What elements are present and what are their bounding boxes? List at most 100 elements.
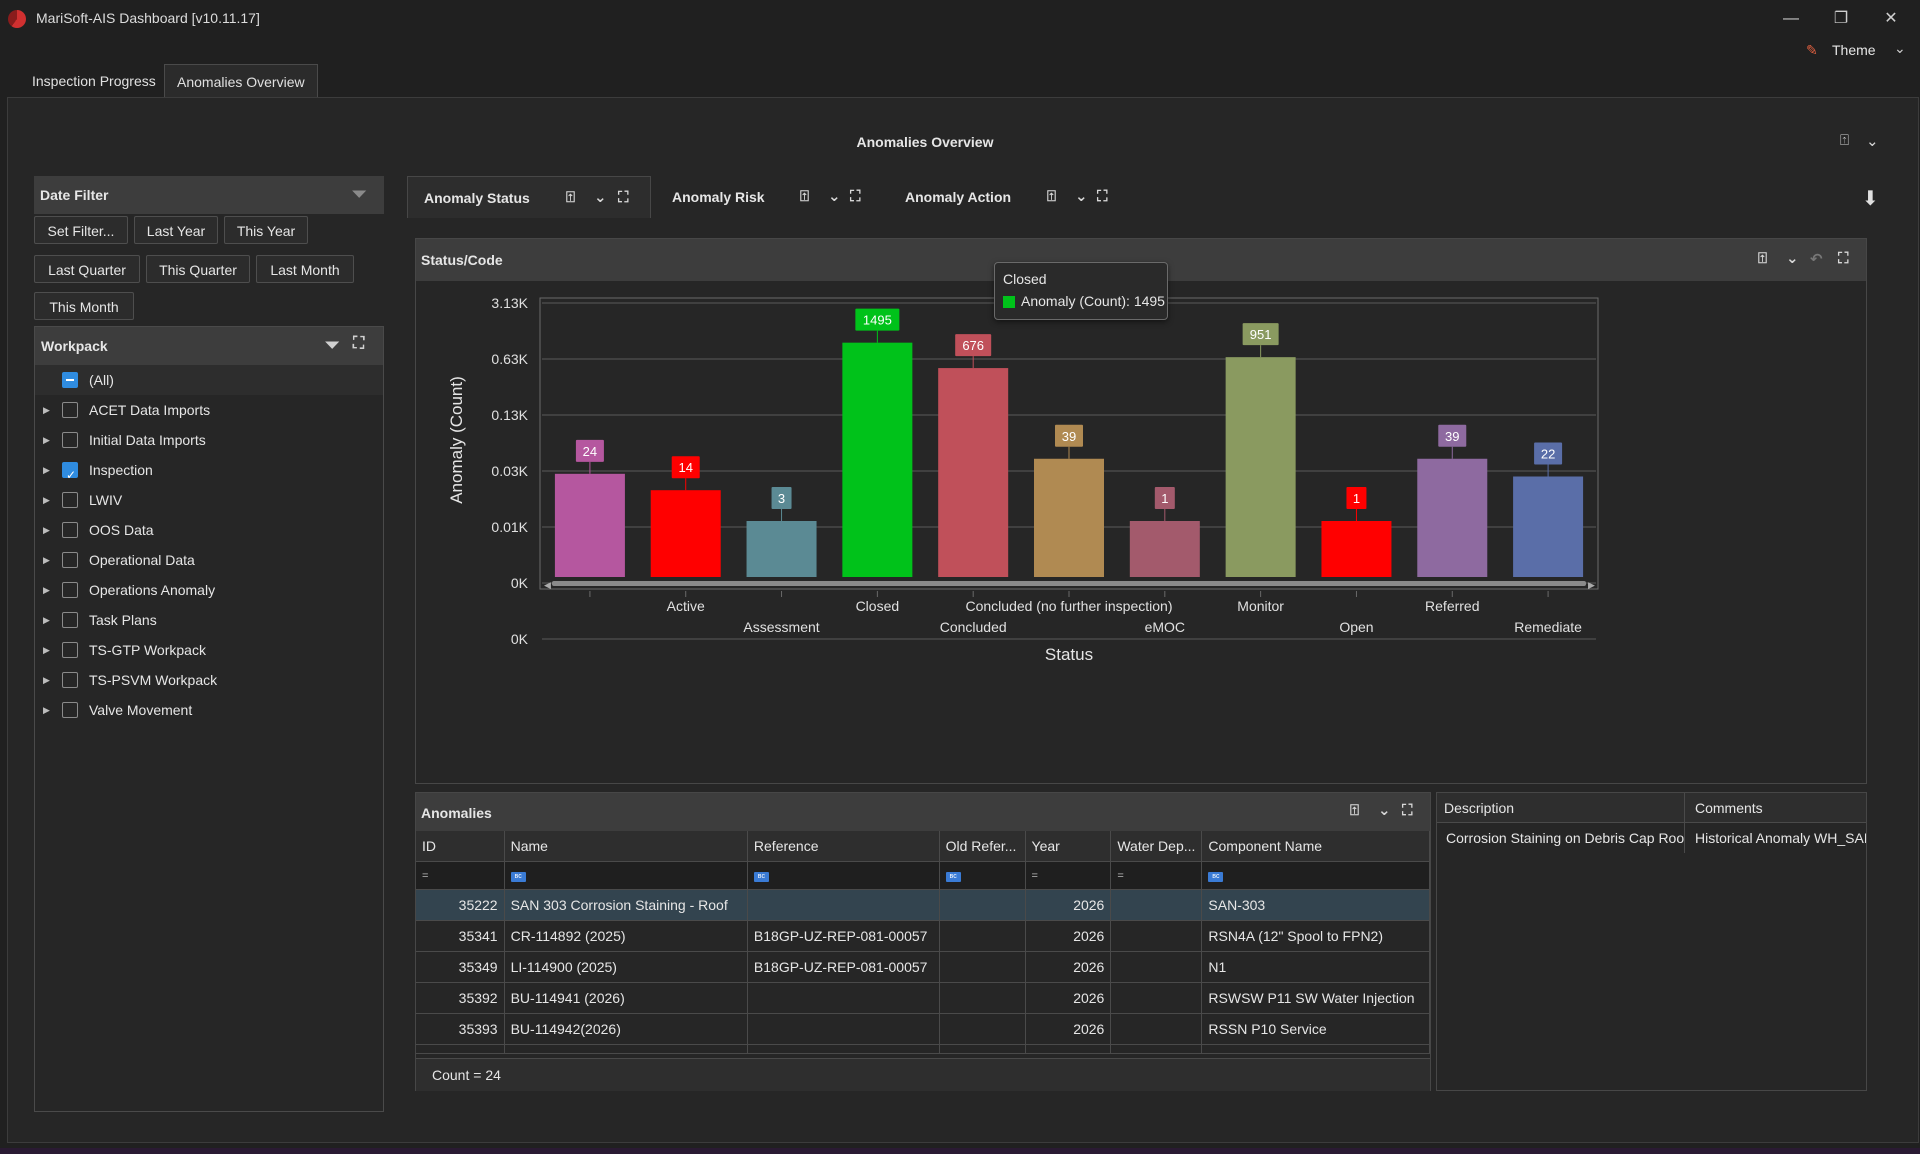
workpack-item[interactable]: ▶ TS-GTP Workpack	[35, 635, 383, 665]
checkbox[interactable]	[62, 582, 78, 598]
expand-icon[interactable]: ⛶	[1838, 250, 1849, 267]
checkbox[interactable]	[62, 612, 78, 628]
tab-inspection-progress[interactable]: Inspection Progress	[32, 73, 156, 89]
checkbox[interactable]	[62, 672, 78, 688]
workpack-item[interactable]: ▶ ✓ Inspection	[35, 455, 383, 485]
date-filter-title: Date Filter	[40, 187, 109, 203]
table-row[interactable]: 35392 BU-114941 (2026) 2026 RSWSW P11 SW Wa…	[416, 982, 1430, 1014]
expand-arrow-icon[interactable]: ▶	[43, 495, 50, 505]
workpack-item[interactable]: ▶ Operational Data	[35, 545, 383, 575]
checkbox[interactable]	[62, 402, 78, 418]
checkbox[interactable]	[62, 372, 78, 388]
expand-icon[interactable]: ⛶	[353, 335, 365, 352]
download-icon[interactable]: ⬇	[1862, 188, 1879, 210]
column-header[interactable]: Year	[1025, 831, 1112, 862]
filter-icon[interactable]: ⏷	[352, 184, 367, 204]
last-quarter-button[interactable]: Last Quarter	[34, 255, 140, 283]
expand-icon[interactable]: ⛶	[850, 188, 861, 205]
close-button[interactable]: ✕	[1884, 10, 1898, 27]
column-header[interactable]: Component Name	[1201, 831, 1430, 862]
chevron-down-icon[interactable]: ⌄	[1378, 802, 1391, 819]
data-label-box	[955, 334, 992, 357]
column-header[interactable]: Name	[504, 831, 748, 862]
export-icon[interactable]: ⍐	[1840, 132, 1850, 149]
column-header[interactable]: Water Dep...	[1110, 831, 1203, 862]
clear-filter-icon[interactable]: ⏷	[325, 335, 340, 355]
expand-arrow-icon[interactable]: ▶	[43, 615, 50, 625]
table-row[interactable]: 35222 SAN 303 Corrosion Staining - Roof 20…	[416, 889, 1430, 921]
workpack-item[interactable]: ▶ Operations Anomaly	[35, 575, 383, 605]
workpack-item[interactable]: ▶ Initial Data Imports	[35, 425, 383, 455]
chevron-down-icon[interactable]: ⌄	[1075, 188, 1088, 205]
minimize-button[interactable]: —	[1783, 10, 1799, 27]
chevron-down-icon[interactable]: ⌄	[1866, 133, 1879, 150]
filter-cell[interactable]: =	[416, 861, 505, 890]
filter-cell[interactable]: ʙᴄ	[504, 861, 748, 890]
this-quarter-button[interactable]: This Quarter	[146, 255, 250, 283]
workpack-item[interactable]: ▶ TS-PSVM Workpack	[35, 665, 383, 695]
tab-anomaly-risk[interactable]: Anomaly Risk ⍐ ⌄ ⛶	[656, 176, 886, 218]
export-icon[interactable]: ⍐	[800, 188, 810, 205]
workpack-item[interactable]: ▶ LWIV	[35, 485, 383, 515]
filter-cell[interactable]: =	[1110, 861, 1203, 890]
set-filter-button[interactable]: Set Filter...	[34, 216, 128, 244]
export-icon[interactable]: ⍐	[1047, 188, 1057, 205]
workpack-item[interactable]: (All)	[35, 365, 383, 395]
expand-arrow-icon[interactable]: ▶	[43, 585, 50, 595]
expand-icon[interactable]: ⛶	[618, 189, 629, 206]
workpack-header: Workpack ⏷ ⛶	[35, 327, 383, 365]
tab-anomaly-status[interactable]: Anomaly Status ⍐ ⌄ ⛶	[407, 176, 651, 218]
filter-cell[interactable]: ʙᴄ	[747, 861, 940, 890]
description-header[interactable]: Description	[1437, 793, 1685, 823]
expand-arrow-icon[interactable]: ▶	[43, 525, 50, 535]
expand-arrow-icon[interactable]: ▶	[43, 645, 50, 655]
chevron-down-icon[interactable]: ⌄	[594, 189, 607, 206]
table-row[interactable]: 35349 LI-114900 (2025) B18GP-UZ-REP-081-00…	[416, 951, 1430, 983]
export-icon[interactable]: ⍐	[566, 189, 576, 206]
checkbox[interactable]	[62, 432, 78, 448]
comments-header[interactable]: Comments	[1685, 793, 1866, 823]
filter-cell[interactable]: ʙᴄ	[1201, 861, 1430, 890]
expand-icon[interactable]: ⛶	[1097, 188, 1108, 205]
column-header[interactable]: ID	[416, 831, 505, 862]
checkbox[interactable]	[62, 552, 78, 568]
filter-cell[interactable]: ʙᴄ	[939, 861, 1026, 890]
table-row[interactable]: 35393 BU-114942(2026) 2026 RSSN P10 Service	[416, 1013, 1430, 1045]
column-header[interactable]: Reference	[747, 831, 940, 862]
expand-arrow-icon[interactable]: ▶	[43, 405, 50, 415]
expand-icon[interactable]: ⛶	[1402, 802, 1413, 819]
theme-button[interactable]: ✎ Theme ⌄	[1806, 40, 1914, 62]
table-row[interactable]: 35341 CR-114892 (2025) B18GP-UZ-REP-081-00…	[416, 920, 1430, 952]
cell-reference: B18GP-UZ-REP-081-00057	[747, 920, 940, 952]
anomalies-table: ID Name Reference Old Refer... Year Water Dep…	[416, 831, 1430, 1054]
export-icon[interactable]: ⍐	[1758, 250, 1768, 267]
checkbox[interactable]	[62, 522, 78, 538]
workpack-item[interactable]: ▶ OOS Data	[35, 515, 383, 545]
checkbox[interactable]: ✓	[62, 462, 78, 482]
undo-icon[interactable]: ↶	[1810, 251, 1823, 268]
workpack-item[interactable]: ▶ Valve Movement	[35, 695, 383, 725]
checkbox[interactable]	[62, 702, 78, 718]
column-header[interactable]: Old Refer...	[939, 831, 1026, 862]
chevron-down-icon[interactable]: ⌄	[828, 188, 841, 205]
export-icon[interactable]: ⍐	[1350, 802, 1360, 819]
tab-anomalies-overview[interactable]: Anomalies Overview	[164, 64, 318, 99]
workpack-item[interactable]: ▶ Task Plans	[35, 605, 383, 635]
expand-arrow-icon[interactable]: ▶	[43, 465, 50, 475]
last-month-button[interactable]: Last Month	[256, 255, 354, 283]
filter-cell[interactable]: =	[1025, 861, 1112, 890]
expand-arrow-icon[interactable]: ▶	[43, 555, 50, 565]
checkbox[interactable]	[62, 492, 78, 508]
checkbox[interactable]	[62, 642, 78, 658]
chevron-down-icon[interactable]: ⌄	[1786, 250, 1799, 267]
equals-filter-icon: =	[422, 869, 429, 882]
last-year-button[interactable]: Last Year	[134, 216, 218, 244]
expand-arrow-icon[interactable]: ▶	[43, 435, 50, 445]
restore-button[interactable]: ❐	[1833, 10, 1849, 27]
expand-arrow-icon[interactable]: ▶	[43, 675, 50, 685]
expand-arrow-icon[interactable]: ▶	[43, 705, 50, 715]
this-month-button[interactable]: This Month	[34, 292, 134, 320]
workpack-item[interactable]: ▶ ACET Data Imports	[35, 395, 383, 425]
this-year-button[interactable]: This Year	[224, 216, 308, 244]
tab-anomaly-action[interactable]: Anomaly Action ⍐ ⌄ ⛶	[889, 176, 1129, 218]
